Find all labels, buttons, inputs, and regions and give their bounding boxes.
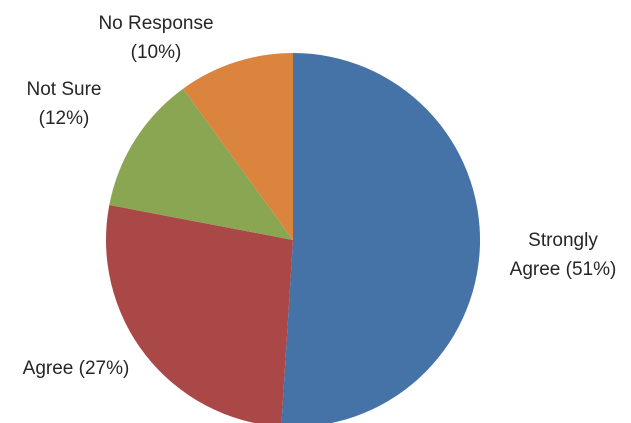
pie-slice-agree	[106, 204, 293, 423]
slice-label-no-response: No Response (10%)	[98, 13, 213, 63]
slice-label-line: (10%)	[131, 42, 182, 63]
slice-label-line: (12%)	[39, 108, 90, 129]
slice-label-line: No Response	[98, 13, 213, 34]
slice-label-line: Strongly	[528, 230, 598, 251]
slice-label-agree: Agree (27%)	[23, 358, 130, 379]
slice-label-line: Not Sure	[27, 79, 102, 100]
slice-label-line: Agree (27%)	[23, 358, 130, 379]
slice-label-not-sure: Not Sure (12%)	[27, 79, 102, 129]
pie-slices	[106, 52, 481, 423]
slice-labels: Strongly Agree (51%) Agree (27%) Not Sure (1…	[23, 13, 617, 379]
pie-slice-no-response	[183, 52, 293, 240]
slice-label-strongly-agree: Strongly Agree (51%)	[510, 230, 617, 280]
slice-label-line: Agree (51%)	[510, 259, 617, 280]
pie-slice-not-sure	[109, 88, 293, 241]
pie-slice-strongly-agree	[281, 53, 481, 423]
